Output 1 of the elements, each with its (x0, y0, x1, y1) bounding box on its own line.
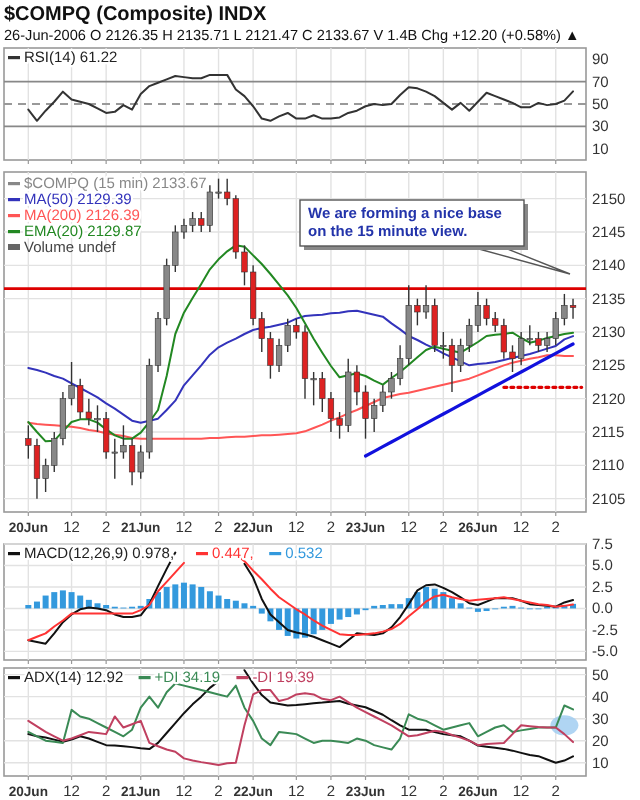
chart-title: $COMPQ (Composite) INDX (4, 4, 267, 26)
